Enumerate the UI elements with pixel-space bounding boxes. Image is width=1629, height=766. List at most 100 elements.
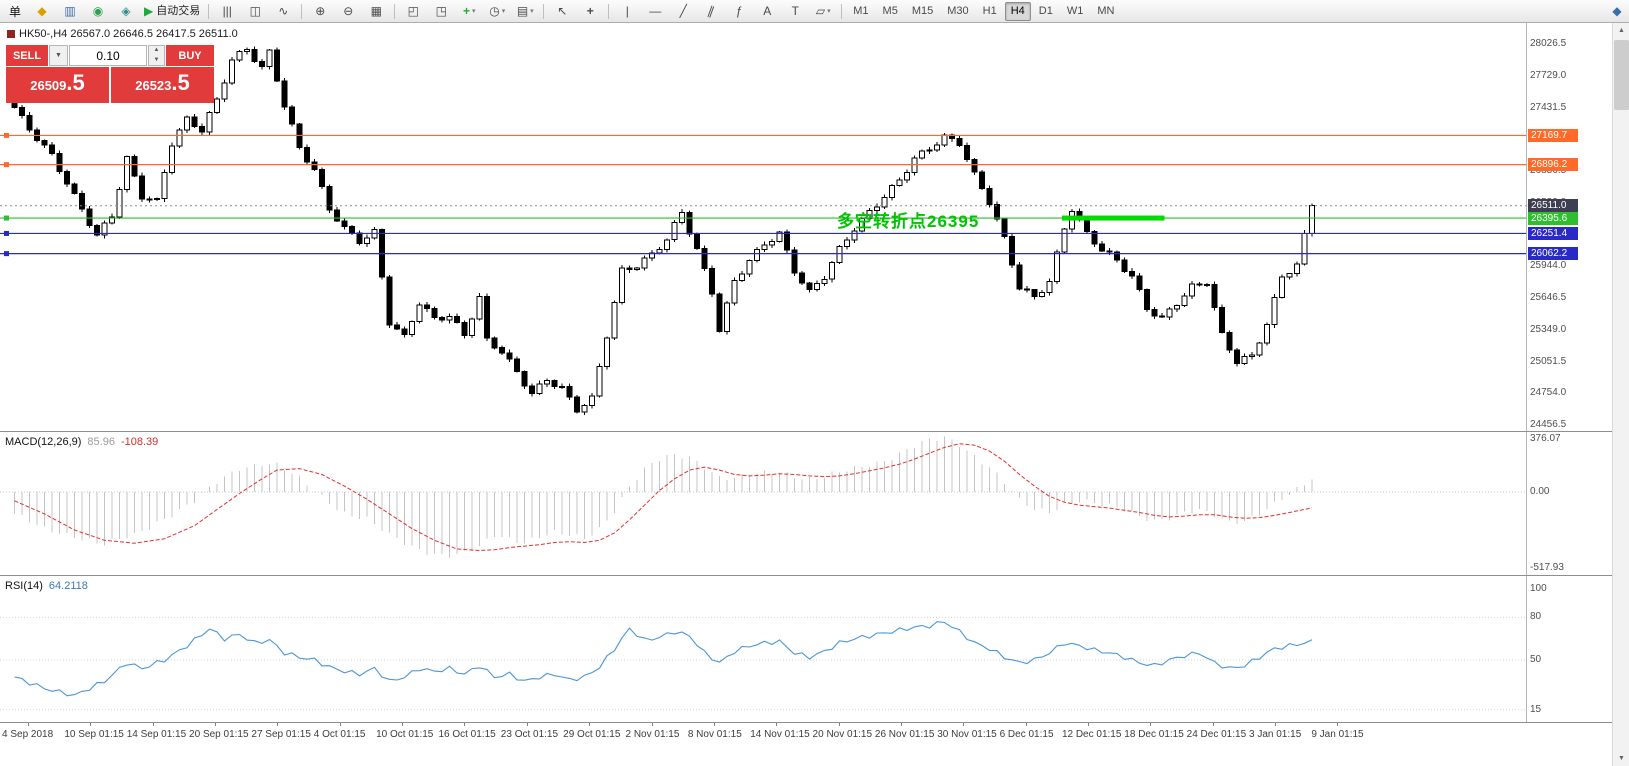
timeframe-m15[interactable]: M15 (911, 5, 934, 17)
timeframe-w1[interactable]: W1 (1066, 5, 1084, 17)
add-indicator-icon[interactable]: + ▾ (462, 4, 476, 18)
time-label: 9 Jan 01:15 (1311, 729, 1364, 740)
line-handle[interactable] (4, 230, 9, 236)
toolbar-separator (208, 3, 210, 19)
scrollbar-up-button[interactable]: ▲ (1618, 26, 1625, 34)
cursor-icon[interactable]: ↖ (557, 4, 568, 18)
scrollbar-down-button[interactable]: ▼ (1618, 754, 1625, 762)
candles (11, 46, 1315, 415)
pane-separator-rsi[interactable] (0, 575, 1612, 576)
chevron-down-icon: ▾ (530, 7, 534, 15)
candle (1009, 236, 1015, 266)
candle (499, 347, 505, 354)
zoom-out-icon[interactable]: ⊖ (343, 4, 354, 18)
price-tick: 25646.5 (1530, 292, 1567, 303)
candle (1031, 289, 1038, 298)
horizontal-line-icon[interactable]: — (649, 4, 662, 18)
candle (214, 98, 220, 114)
buy-button[interactable]: BUY (166, 45, 214, 66)
candle (941, 134, 948, 146)
sell-price-pips: .5 (66, 70, 85, 95)
cascade-windows-icon[interactable]: ◰ (407, 4, 419, 18)
macd-canvas[interactable] (0, 432, 1526, 575)
templates-icon[interactable]: ▤ ▾ (516, 4, 534, 18)
candle (686, 211, 693, 235)
time-axis[interactable]: 4 Sep 2018 10 Sep 01:15 14 Sep 01:15 20 Sep… (0, 723, 1612, 766)
timeframe-m1[interactable]: M1 (853, 5, 869, 17)
volume-increase-button[interactable]: ▲ (153, 47, 160, 54)
rsi-canvas[interactable] (0, 576, 1526, 722)
shapes-icon[interactable]: ▱ ▾ (815, 4, 831, 18)
candle (1159, 315, 1165, 318)
autotrading-button[interactable]: ▶ 自动交易 (144, 4, 201, 18)
text-label-icon[interactable]: T (791, 4, 799, 18)
tile-windows-icon[interactable]: ▦ (370, 4, 382, 18)
vertical-line-icon[interactable]: | (625, 4, 629, 18)
pivot-annotation-text[interactable]: 多空转折点26395 (837, 212, 980, 232)
candle (844, 239, 850, 248)
fibonacci-icon[interactable]: ƒ (735, 4, 743, 18)
zoom-in-icon[interactable]: ⊕ (315, 4, 326, 18)
mql5-community-icon[interactable]: ◉ (92, 4, 104, 18)
candle (791, 249, 798, 274)
chart-title: HK50-,H4 26567.0 26646.5 26417.5 26511.0 (19, 28, 238, 40)
crosshair-icon[interactable]: + (586, 4, 594, 18)
sell-price-display[interactable]: 26509.5 (6, 67, 109, 103)
price-scale[interactable]: 28026.527729.027431.527134.026836.526539… (1527, 22, 1612, 431)
bid-price-label: 26511.0 (1528, 199, 1578, 213)
candle (544, 380, 550, 385)
timeframe-mn[interactable]: MN (1097, 5, 1115, 17)
periods-icon[interactable]: ◷ ▾ (489, 4, 506, 18)
menu-order[interactable]: 单 (9, 4, 22, 19)
candle (1309, 205, 1315, 234)
candle (1144, 289, 1150, 311)
volume-decrease-button[interactable]: ▼ (153, 56, 160, 63)
main-toolbar: 单 ◆ ▥ ◉ ◈ ▶ 自动交易 ||| ◫ ∿ ⊕ ⊖ ▦ ◰ ◳ + ▾ ◷ ▾ ▤ ▾ ↖ + | — ╱ ∥ ƒ A T ▱ ▾ M1… (0, 0, 1629, 23)
rsi-scale[interactable]: 100 80 50 15 (1527, 576, 1612, 722)
line-handle[interactable] (4, 215, 9, 221)
candle (1016, 264, 1023, 290)
text-icon[interactable]: A (763, 4, 772, 18)
candlestick-chart-icon[interactable]: ◫ (249, 4, 261, 18)
line-handle[interactable] (4, 251, 9, 257)
volume-spinner: ▲ ▼ (148, 45, 165, 66)
candle (776, 231, 783, 243)
timeframe-h1[interactable]: H1 (982, 5, 997, 17)
line-handle[interactable] (4, 162, 9, 168)
timeframe-d1[interactable]: D1 (1038, 5, 1053, 17)
timeframe-m30[interactable]: M30 (947, 5, 969, 17)
macd-scale[interactable]: 376.07 0.00 -517.93 (1527, 432, 1612, 575)
pane-separator-macd[interactable] (0, 431, 1612, 432)
order-type-dropdown[interactable]: ▼ (49, 45, 68, 66)
candle (431, 308, 438, 319)
candle (506, 352, 513, 360)
scrollbar-thumb[interactable] (1614, 40, 1629, 110)
bar-chart-icon[interactable]: ||| (222, 4, 232, 18)
timeframe-m5[interactable]: M5 (882, 5, 898, 17)
line-handle[interactable] (4, 132, 9, 138)
community-icon[interactable]: ◆ (1612, 4, 1622, 18)
main-chart-canvas[interactable] (0, 22, 1526, 431)
candle (851, 230, 858, 241)
candle (409, 321, 415, 335)
buy-price-display[interactable]: 26523.5 (111, 67, 214, 103)
sell-button[interactable]: SELL (6, 45, 48, 66)
candle (1054, 251, 1060, 283)
trendline-icon[interactable]: ╱ (679, 4, 687, 18)
pivot-zone-segment[interactable] (1062, 215, 1165, 221)
line-chart-icon[interactable]: ∿ (278, 4, 289, 18)
channel-icon[interactable]: ∥ (706, 3, 717, 19)
charts-icon[interactable]: ▥ (64, 4, 76, 18)
new-order-icon[interactable]: ◆ (37, 4, 47, 18)
metaeditor-icon[interactable]: ◈ (121, 4, 131, 18)
vertical-scrollbar[interactable]: ▲ ▼ (1612, 22, 1629, 766)
volume-input[interactable]: 0.10 (69, 45, 147, 66)
timeframe-h4[interactable]: H4 (1004, 1, 1031, 21)
arrange-windows-icon[interactable]: ◳ (435, 4, 447, 18)
time-label: 3 Jan 01:15 (1249, 729, 1302, 740)
candle (1084, 219, 1090, 233)
candle (251, 49, 258, 62)
toolbar-separator (543, 3, 545, 19)
chart-symbol-icon[interactable] (7, 30, 15, 38)
